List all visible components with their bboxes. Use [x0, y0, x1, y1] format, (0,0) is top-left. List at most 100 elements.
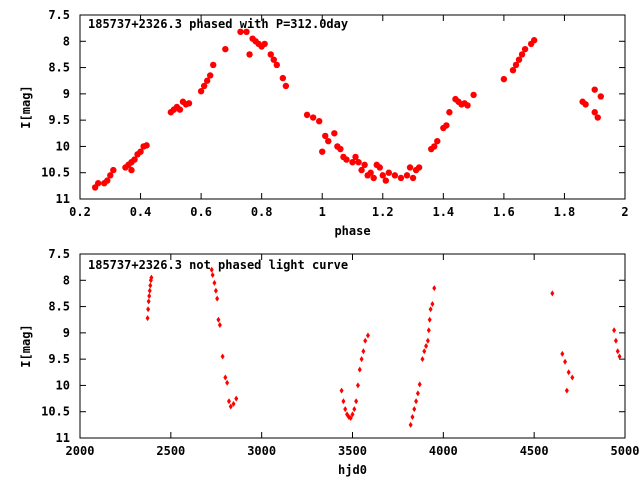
data-point [228, 403, 233, 410]
x-tick-label: 1.8 [554, 205, 576, 219]
data-point [343, 406, 348, 413]
data-point [279, 74, 287, 82]
data-point [391, 172, 399, 179]
y-tick-label: 9 [63, 87, 70, 101]
data-point [231, 400, 236, 407]
data-point [530, 37, 538, 44]
data-point [176, 106, 184, 113]
y-tick-label: 7.5 [48, 8, 70, 22]
data-point [617, 353, 622, 360]
data-point [500, 75, 508, 83]
data-point [343, 156, 350, 163]
y-axis-title: I[mag] [19, 324, 33, 367]
data-point [209, 266, 214, 273]
plot-frame [79, 14, 626, 200]
chart-title: 185737+2326.3 phased with P=312.0day [88, 17, 348, 31]
data-point [137, 148, 144, 155]
data-point [355, 159, 362, 166]
data-point [417, 381, 422, 388]
data-point [143, 142, 150, 149]
data-point [355, 382, 360, 389]
data-point [515, 56, 523, 63]
data-point [185, 100, 193, 107]
x-tick-label: 0.8 [251, 205, 273, 219]
data-point [403, 172, 411, 179]
data-point [303, 111, 311, 119]
data-point [385, 169, 393, 176]
x-tick-label: 4000 [429, 444, 458, 458]
chart-title: 185737+2326.3 not phased light curve [88, 258, 348, 272]
data-point [426, 327, 431, 334]
y-tick-label: 10 [56, 139, 70, 153]
data-point [422, 348, 427, 355]
data-point [566, 369, 571, 376]
y-tick-label: 10 [56, 378, 70, 392]
data-point [147, 293, 152, 300]
data-point [131, 156, 138, 163]
data-point [352, 406, 357, 413]
data-point [376, 164, 383, 171]
data-point [322, 132, 329, 140]
data-point [612, 327, 617, 334]
data-point [359, 356, 364, 363]
data-point [382, 177, 390, 184]
data-point [591, 109, 598, 116]
data-point [309, 114, 317, 121]
data-point [470, 91, 477, 99]
y-tick-label: 11 [56, 192, 70, 206]
data-point [406, 164, 414, 171]
x-tick-label: 0.4 [130, 205, 152, 219]
data-point [273, 61, 281, 69]
data-point [370, 174, 377, 182]
data-point [412, 406, 417, 413]
data-point [415, 390, 420, 397]
data-point [243, 28, 250, 36]
data-point [361, 348, 366, 355]
x-tick-label: 2 [621, 205, 628, 219]
data-point [210, 272, 215, 279]
data-point [397, 174, 405, 182]
data-point [518, 51, 526, 58]
data-point [550, 290, 555, 297]
data-point [337, 145, 344, 153]
data-point [217, 321, 222, 328]
data-point [415, 164, 423, 171]
data-point [282, 82, 290, 90]
data-point [325, 137, 332, 145]
data-point [424, 343, 429, 349]
data-point [146, 306, 151, 313]
data-point [434, 137, 441, 145]
data-point [427, 316, 432, 323]
unphased-light-curve-panel: 2000 2500 3000 3500 4000 4500 5000 7.5 8 8.5 9 9.5 1… [19, 247, 639, 477]
data-point [408, 421, 413, 428]
data-point [107, 172, 114, 179]
y-tick-label: 9 [63, 326, 70, 340]
data-point [414, 398, 419, 405]
data-point [226, 398, 231, 405]
x-tick-label: 3500 [338, 444, 367, 458]
data-point [339, 387, 344, 394]
data-point [464, 102, 471, 109]
data-point [319, 148, 326, 155]
data-point [432, 285, 437, 292]
data-point [215, 295, 220, 302]
data-point [420, 356, 425, 363]
data-point [348, 415, 353, 422]
data-point [509, 67, 517, 74]
data-point [128, 166, 135, 174]
data-point [222, 45, 229, 53]
data-point [446, 109, 453, 116]
data-point [220, 353, 225, 360]
x-tick-label: 2000 [66, 444, 95, 458]
data-point [591, 86, 598, 93]
x-tick-label: 0.2 [69, 205, 91, 219]
data-point [594, 114, 601, 121]
data-point [315, 117, 323, 125]
data-point [223, 374, 228, 381]
data-point [267, 51, 274, 58]
data-point [270, 56, 277, 63]
data-point [225, 379, 230, 386]
data-point [367, 169, 374, 176]
data-point [203, 77, 211, 84]
data-point [357, 366, 362, 373]
